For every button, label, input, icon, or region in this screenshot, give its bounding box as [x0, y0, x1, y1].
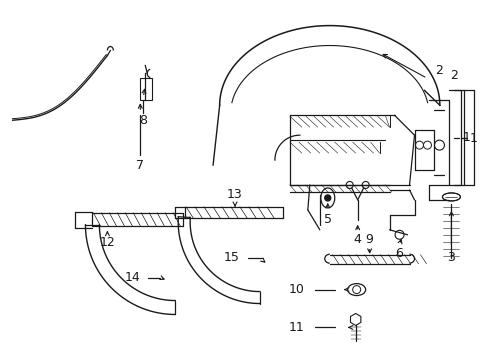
Text: 13: 13	[227, 188, 243, 202]
Text: 4: 4	[353, 233, 361, 246]
Circle shape	[324, 195, 330, 201]
Text: 14: 14	[124, 271, 140, 284]
Text: 2: 2	[435, 64, 443, 77]
Text: 10: 10	[288, 283, 304, 296]
Text: 6: 6	[395, 247, 403, 260]
Text: 9: 9	[365, 233, 373, 246]
Text: 1: 1	[468, 132, 476, 145]
Text: 1: 1	[462, 131, 469, 144]
Text: 11: 11	[288, 321, 304, 334]
Text: 12: 12	[100, 236, 115, 249]
Text: 2: 2	[449, 69, 457, 82]
Text: 8: 8	[139, 114, 147, 127]
Text: 15: 15	[224, 251, 240, 264]
Text: 7: 7	[136, 158, 144, 172]
Ellipse shape	[443, 194, 458, 200]
Text: 5: 5	[323, 213, 331, 226]
FancyBboxPatch shape	[140, 78, 152, 100]
Text: 3: 3	[447, 251, 454, 264]
